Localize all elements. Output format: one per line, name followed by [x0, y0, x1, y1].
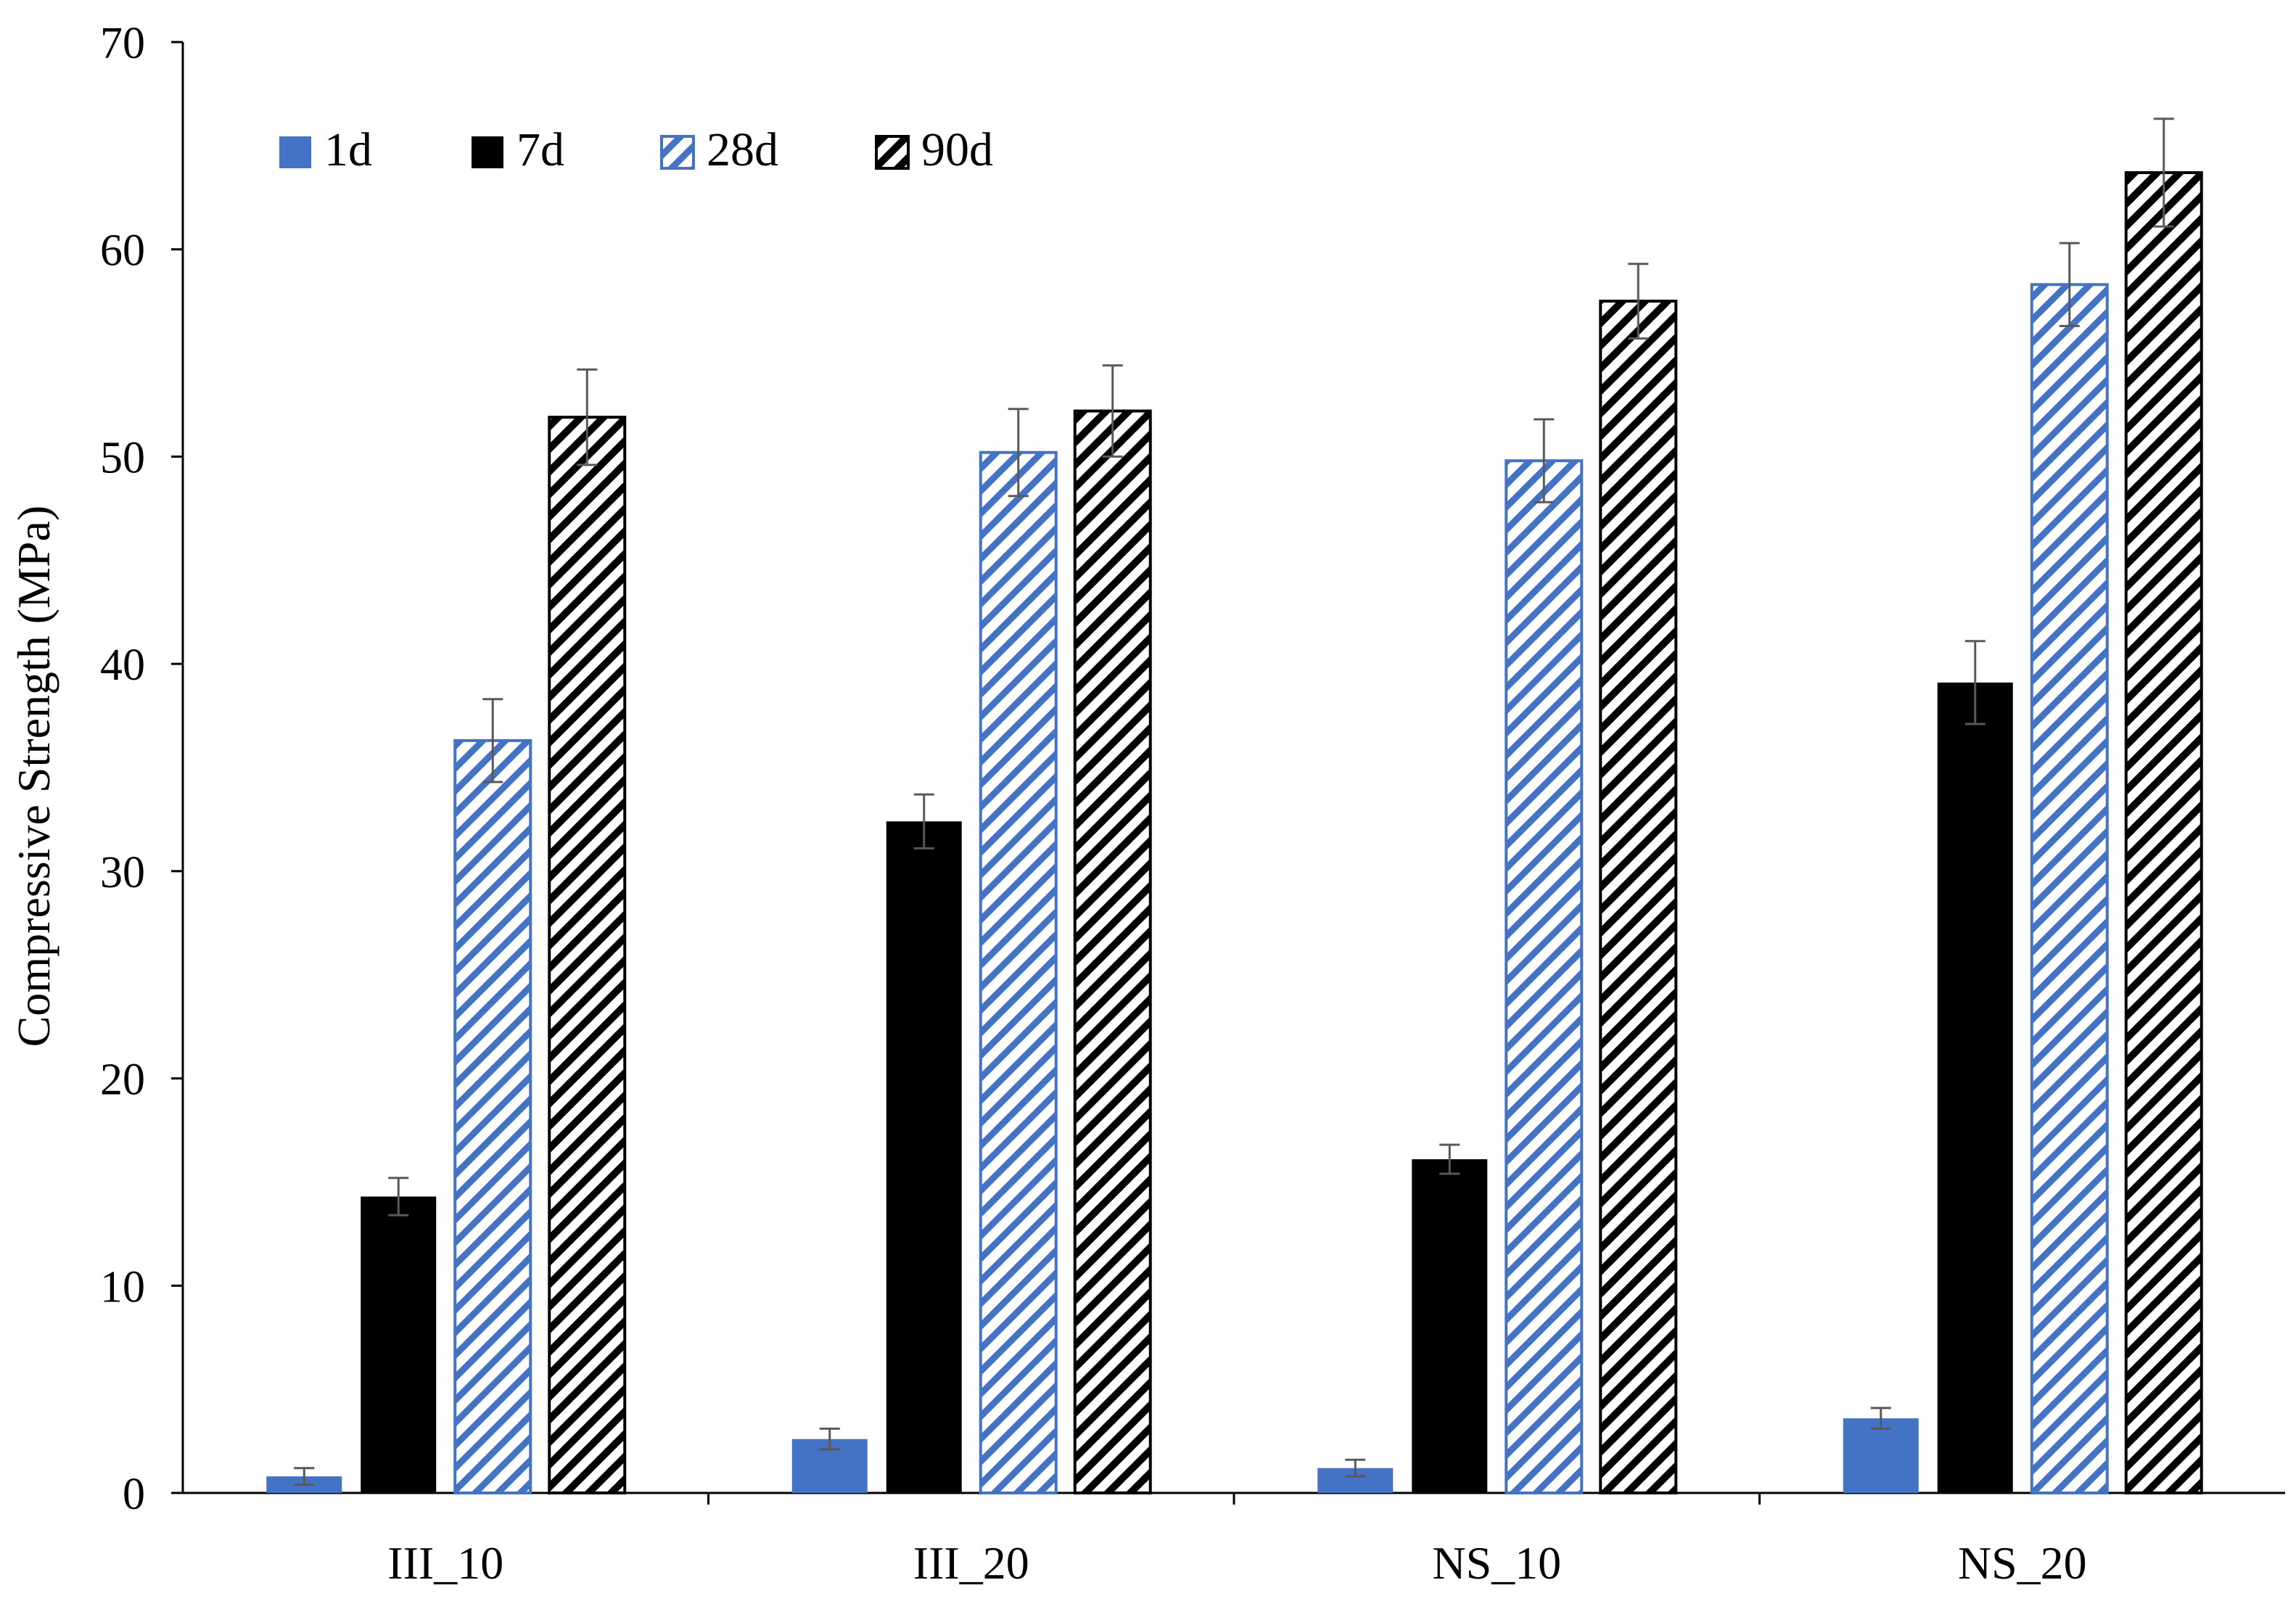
bar-7d-III_10: [361, 1196, 437, 1493]
legend-swatch: [660, 135, 695, 170]
error-bar: [913, 793, 934, 849]
bar-90d-III_10: [548, 416, 627, 1495]
bar-90d-III_20: [1073, 409, 1152, 1494]
legend-label: 28d: [707, 123, 778, 176]
y-tick-label: 50: [100, 433, 145, 482]
error-bar: [2153, 118, 2174, 228]
x-tick-label: NS_20: [1958, 1537, 2087, 1589]
y-tick-label: 20: [100, 1056, 145, 1105]
error-bar: [1870, 1407, 1891, 1430]
bar-7d-III_20: [886, 821, 962, 1493]
legend-label: 90d: [921, 123, 993, 176]
bar-7d-NS_10: [1412, 1159, 1488, 1493]
x-tick-label: III_10: [387, 1537, 503, 1589]
error-bar: [294, 1467, 315, 1486]
error-bar: [819, 1427, 840, 1451]
legend-label: 7d: [517, 123, 564, 176]
error-bar: [1534, 418, 1555, 503]
legend-swatch: [279, 136, 311, 168]
legend-label: 1d: [324, 123, 372, 176]
legend: 1d 7d 28d 90d: [279, 123, 993, 176]
legend-item-1d: 1d: [279, 123, 372, 176]
legend-swatch: [472, 136, 503, 168]
y-tick-label: 40: [100, 641, 145, 690]
error-bar: [388, 1177, 409, 1217]
y-tick-label: 60: [100, 226, 145, 276]
y-tick-label: 10: [100, 1262, 145, 1312]
bar-90d-NS_10: [1599, 300, 1678, 1495]
x-tick-label: III_20: [913, 1537, 1029, 1589]
y-tick-label: 70: [100, 19, 145, 68]
y-tick-label: 30: [100, 848, 145, 897]
bar-28d-III_10: [453, 738, 532, 1494]
error-bar: [482, 698, 503, 783]
legend-item-28d: 28d: [660, 123, 778, 176]
y-tick-label: 0: [123, 1470, 145, 1519]
error-bar: [1628, 263, 1649, 340]
error-bar: [1345, 1458, 1366, 1478]
bar-7d-NS_20: [1937, 682, 2013, 1493]
error-bar: [1102, 364, 1123, 458]
bar-90d-NS_20: [2124, 171, 2203, 1494]
legend-item-7d: 7d: [472, 123, 564, 176]
bar-28d-NS_20: [2030, 283, 2109, 1494]
legend-swatch: [875, 135, 910, 170]
x-tick-label: NS_10: [1432, 1537, 1561, 1589]
bars: [266, 118, 2203, 1495]
bar-28d-III_20: [979, 450, 1058, 1495]
error-bar: [2059, 242, 2080, 327]
bar-1d-NS_20: [1843, 1418, 1919, 1493]
axes: 0 10 20 30 40 50 60 70 III_10 III_20 NS_10 NS_20: [100, 19, 2285, 1589]
error-bar: [1008, 408, 1029, 498]
legend-item-90d: 90d: [875, 123, 993, 176]
error-bar: [1964, 640, 1986, 725]
bar-28d-NS_10: [1505, 459, 1584, 1495]
y-axis-label: Compressive Strength (MPa): [8, 506, 59, 1048]
error-bar: [577, 368, 598, 466]
error-bar: [1439, 1143, 1460, 1175]
